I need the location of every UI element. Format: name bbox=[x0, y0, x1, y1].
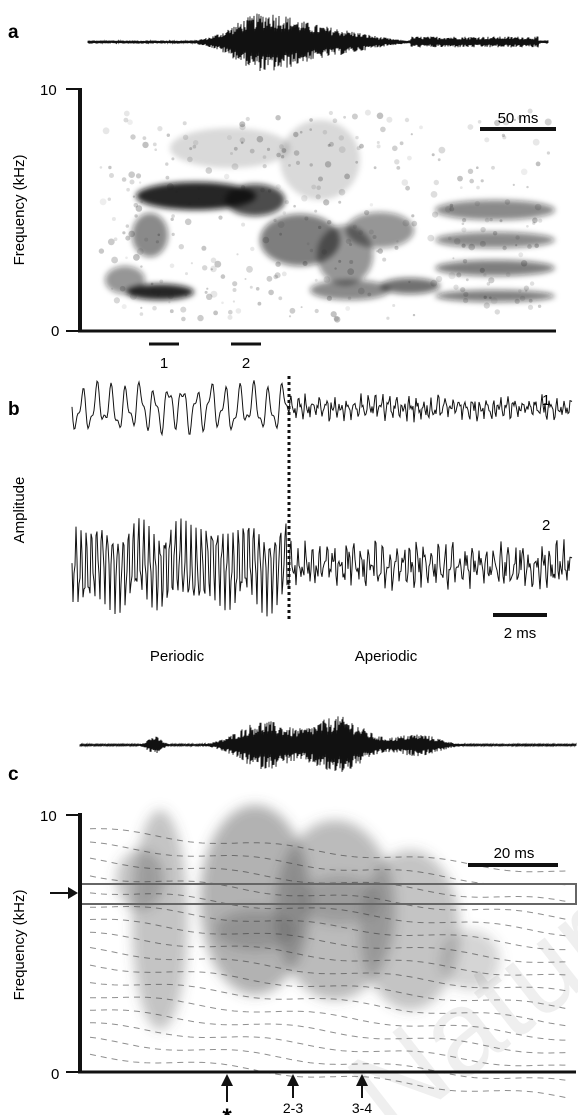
panel-c-marker-1: * bbox=[221, 1074, 233, 1115]
panel-c-marker-1-label: * bbox=[222, 1104, 232, 1115]
panel-a-segment-2-label: 2 bbox=[242, 355, 250, 372]
panel-a-segment-1-label: 1 bbox=[160, 355, 168, 372]
panel-a-spectrogram bbox=[98, 108, 555, 323]
panel-c-waveform bbox=[79, 716, 577, 772]
panel-a-ylabel: Frequency (kHz) bbox=[11, 155, 28, 266]
panel-a-waveform bbox=[87, 13, 549, 72]
panel-b: b Amplitude 1 2 2 ms Periodic Aperiodic bbox=[8, 376, 573, 665]
panel-c-spectrogram bbox=[89, 805, 571, 1099]
watermark: Nature Macmillan bbox=[324, 478, 578, 1115]
panel-b-scale-label: 2 ms bbox=[504, 625, 537, 642]
panel-a-scale-label: 50 ms bbox=[498, 110, 539, 127]
panel-a-letter: a bbox=[8, 22, 19, 43]
panel-b-trace-2-label: 2 bbox=[542, 517, 550, 534]
panel-b-trace-2 bbox=[71, 518, 573, 617]
panel-b-letter: b bbox=[8, 399, 20, 420]
panel-c-marker-3: 3-4 bbox=[352, 1074, 372, 1115]
panel-c-ytick-top: 10 bbox=[40, 808, 57, 825]
panel-a-ytick-bottom: 0 bbox=[51, 323, 59, 340]
panel-c-marker-3-label: 3-4 bbox=[352, 1100, 372, 1115]
panel-b-ylabel: Amplitude bbox=[11, 477, 28, 544]
panel-c-marker-2-label: 2-3 bbox=[283, 1100, 303, 1115]
panel-c-scale-label: 20 ms bbox=[494, 845, 535, 862]
panel-b-trace-1 bbox=[71, 379, 573, 437]
panel-c-marker-2: 2-3 bbox=[283, 1074, 303, 1115]
panel-c-ylabel: Frequency (kHz) bbox=[11, 890, 28, 1001]
panel-a: a 10 0 Frequency (kHz) 50 ms 1 2 bbox=[8, 13, 556, 372]
panel-c-ytick-bottom: 0 bbox=[51, 1066, 59, 1083]
panel-a-ytick-top: 10 bbox=[40, 82, 57, 99]
panel-b-trace-1-label: 1 bbox=[542, 392, 550, 409]
panel-c-band-arrowhead bbox=[68, 887, 78, 899]
panel-c-letter: c bbox=[8, 764, 19, 785]
panel-b-region-periodic: Periodic bbox=[150, 648, 205, 665]
panel-b-region-aperiodic: Aperiodic bbox=[355, 648, 418, 665]
panel-c: c 10 0 Frequency (kHz) 20 ms * 2-3 bbox=[8, 716, 577, 1115]
